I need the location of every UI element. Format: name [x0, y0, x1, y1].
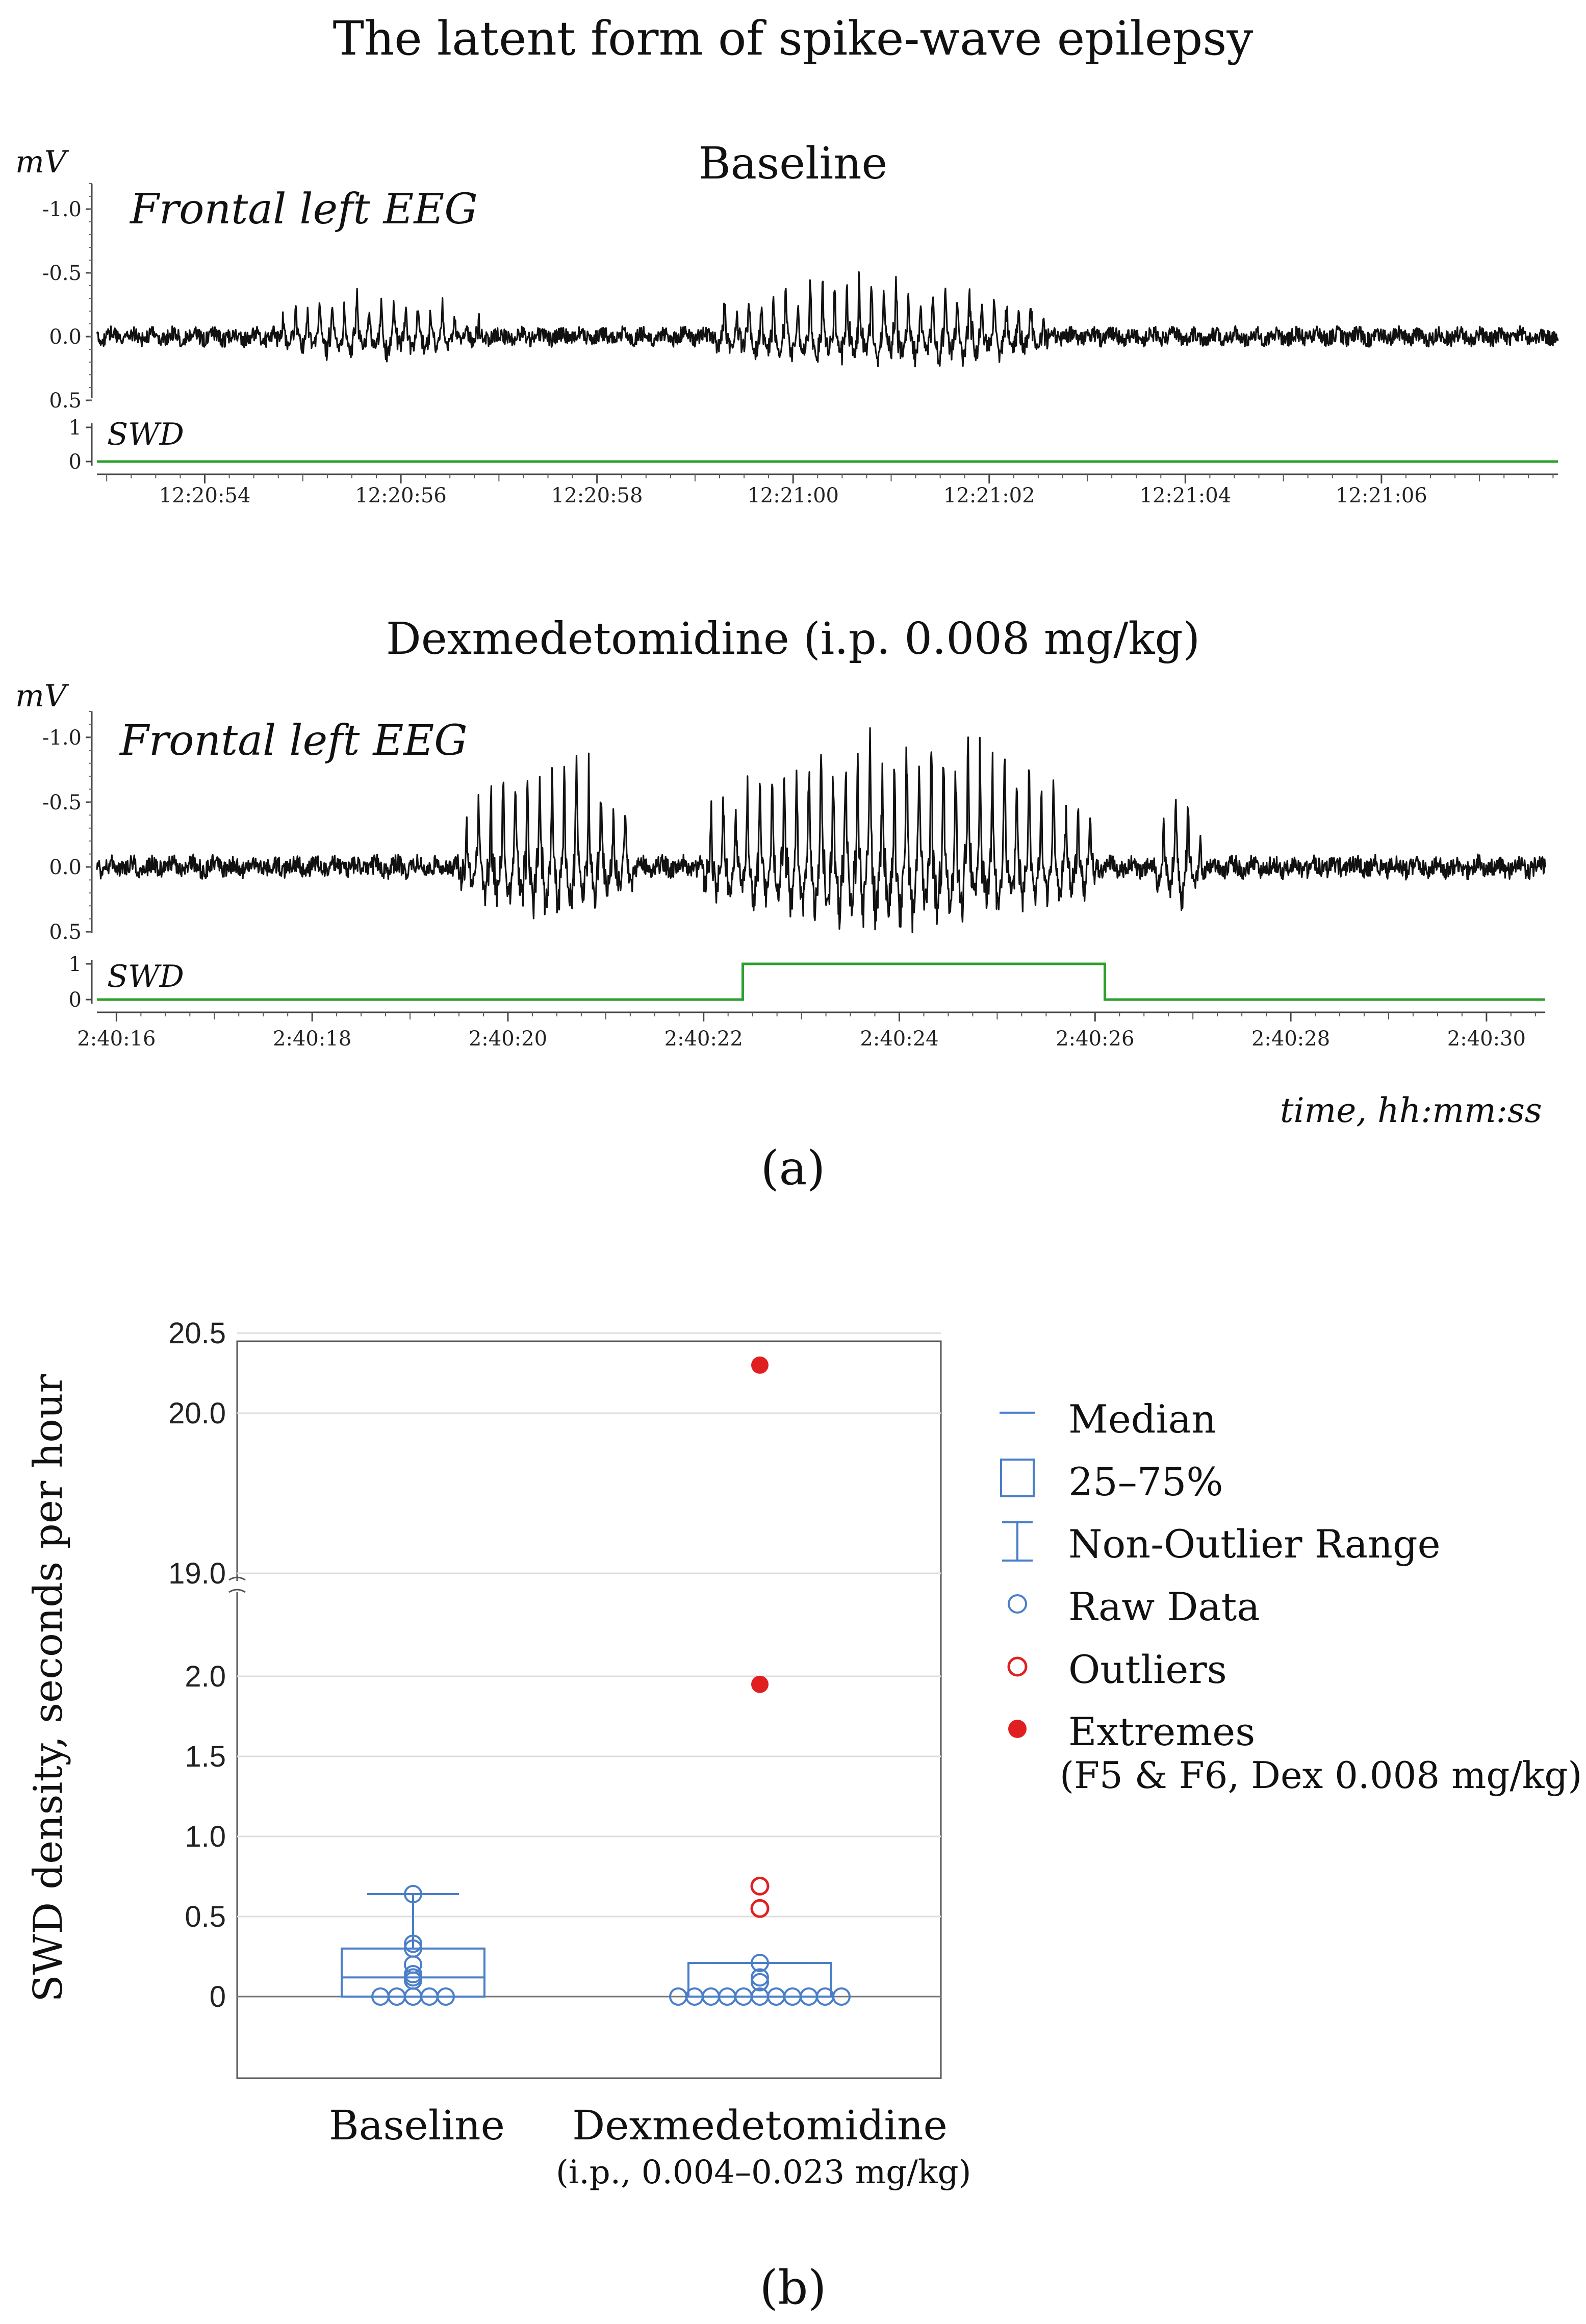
time-axis-label: time, hh:mm:ss	[1280, 1091, 1542, 1130]
box-y-tick-label: 0	[210, 1980, 226, 2013]
dex-swd-tick-label: 0	[69, 988, 82, 1012]
baseline-raw-point	[404, 1955, 422, 1974]
panel2-swd-label: SWD	[107, 959, 184, 994]
legend-extreme-label: Extremes	[1068, 1709, 1256, 1754]
baseline-raw-point	[404, 1934, 422, 1953]
dex-y-tick-label: 0.5	[49, 921, 82, 944]
panel1-swd-label: SWD	[107, 417, 184, 452]
baseline-y-tick-label: -0.5	[42, 262, 82, 285]
dex-raw-point	[832, 1987, 851, 2006]
dex-x-tick-label: 2:40:26	[1056, 1027, 1134, 1051]
dex-swd-line	[97, 962, 1545, 1001]
baseline-eeg-trace	[96, 271, 1559, 368]
baseline-x-tick-label: 12:21:04	[1140, 484, 1232, 507]
dex-x-tick-label: 2:40:28	[1251, 1027, 1330, 1051]
dex-y-tick-label: -0.5	[42, 791, 82, 814]
dex-raw-point	[751, 1954, 769, 1973]
box-y-tick-label: 1.5	[185, 1740, 226, 1773]
baseline-raw-point	[404, 1939, 422, 1958]
dex-x-tick-label: 2:40:20	[469, 1027, 547, 1051]
baseline-raw-point	[404, 1885, 422, 1904]
baseline-y-tick-label: 0.0	[49, 325, 82, 349]
dex-outlier-point	[750, 1876, 770, 1896]
box-y-tick-label: 1.0	[185, 1820, 226, 1853]
baseline-y-tick-label: -1.0	[42, 198, 82, 221]
dex-x-tick-label: 2:40:18	[273, 1027, 351, 1051]
baseline-x-tick-label: 12:20:54	[159, 484, 251, 507]
panel-a-label: (a)	[760, 1141, 826, 1195]
panel2-trace-label: Frontal left EEG	[120, 717, 468, 765]
baseline-swd-tick-label: 1	[69, 416, 82, 440]
dex-x-tick-label: 2:40:24	[860, 1027, 938, 1051]
legend-whisker-label: Non-Outlier Range	[1068, 1521, 1441, 1567]
category-label-baseline: Baseline	[329, 2102, 505, 2149]
baseline-x-tick-label: 12:21:06	[1336, 484, 1427, 507]
panel2-title: Dexmedetomidine (i.p. 0.008 mg/kg)	[386, 614, 1200, 665]
box-y-tick-label: 2.0	[185, 1660, 226, 1693]
dex-y-tick-label: 0.0	[49, 856, 82, 879]
figure-title: The latent form of spike-wave epilepsy	[332, 11, 1254, 66]
box-y-tick-label: 19.0	[168, 1557, 226, 1590]
legend-box-label: 25–75%	[1068, 1459, 1223, 1504]
box-y-tick-label: 0.5	[185, 1900, 226, 1933]
dex-raw-point	[751, 1973, 769, 1991]
panel1-unit: mV	[15, 144, 67, 180]
baseline-raw-point	[437, 1987, 455, 2006]
legend-extreme-symbol	[1008, 1720, 1027, 1738]
baseline-x-tick-label: 12:21:02	[943, 484, 1035, 507]
legend-outlier-symbol	[1007, 1656, 1028, 1677]
category-sublabel-dex: (i.p., 0.004–0.023 mg/kg)	[556, 2154, 971, 2191]
dex-eeg-trace	[96, 727, 1546, 933]
dex-extreme-point	[751, 1356, 769, 1374]
baseline-x-tick-label: 12:20:56	[355, 484, 447, 507]
legend-median-label: Median	[1068, 1396, 1217, 1442]
legend-note: (F5 & F6, Dex 0.008 mg/kg)	[1060, 1754, 1582, 1797]
panel1-trace-label: Frontal left EEG	[130, 185, 478, 234]
dex-extreme-point	[751, 1675, 769, 1693]
box-y-tick-label: 20.0	[168, 1397, 226, 1430]
baseline-swd-tick-label: 0	[69, 450, 82, 474]
axis-break-gap	[227, 1581, 247, 1592]
panel1-title: Baseline	[698, 138, 888, 189]
dex-x-tick-label: 2:40:22	[664, 1027, 743, 1051]
dex-swd-tick-label: 1	[69, 953, 82, 976]
dex-raw-point	[751, 1968, 769, 1987]
category-label-dex: Dexmedetomidine	[572, 2102, 948, 2149]
legend-box-symbol	[1000, 1459, 1035, 1497]
dex-y-tick-label: -1.0	[42, 726, 82, 750]
baseline-raw-point	[404, 1965, 422, 1984]
baseline-box	[341, 1947, 485, 1998]
legend-raw-label: Raw Data	[1068, 1584, 1260, 1629]
dex-outlier-point	[750, 1899, 770, 1918]
box-y-tick-label: 20.5	[168, 1317, 226, 1350]
box-plot-frame	[236, 1340, 942, 2079]
panel2-unit: mV	[15, 678, 67, 714]
dex-x-tick-label: 2:40:30	[1447, 1027, 1526, 1051]
baseline-x-tick-label: 12:21:00	[747, 484, 839, 507]
baseline-y-tick-label: 0.5	[49, 389, 82, 413]
baseline-x-tick-label: 12:20:58	[551, 484, 643, 507]
dex-box	[687, 1962, 832, 1998]
legend-raw-symbol	[1008, 1594, 1027, 1614]
panel-b-label: (b)	[759, 2260, 827, 2315]
dex-x-tick-label: 2:40:16	[77, 1027, 156, 1051]
legend-outlier-label: Outliers	[1068, 1647, 1227, 1692]
axis-break-mark	[228, 1576, 246, 1593]
